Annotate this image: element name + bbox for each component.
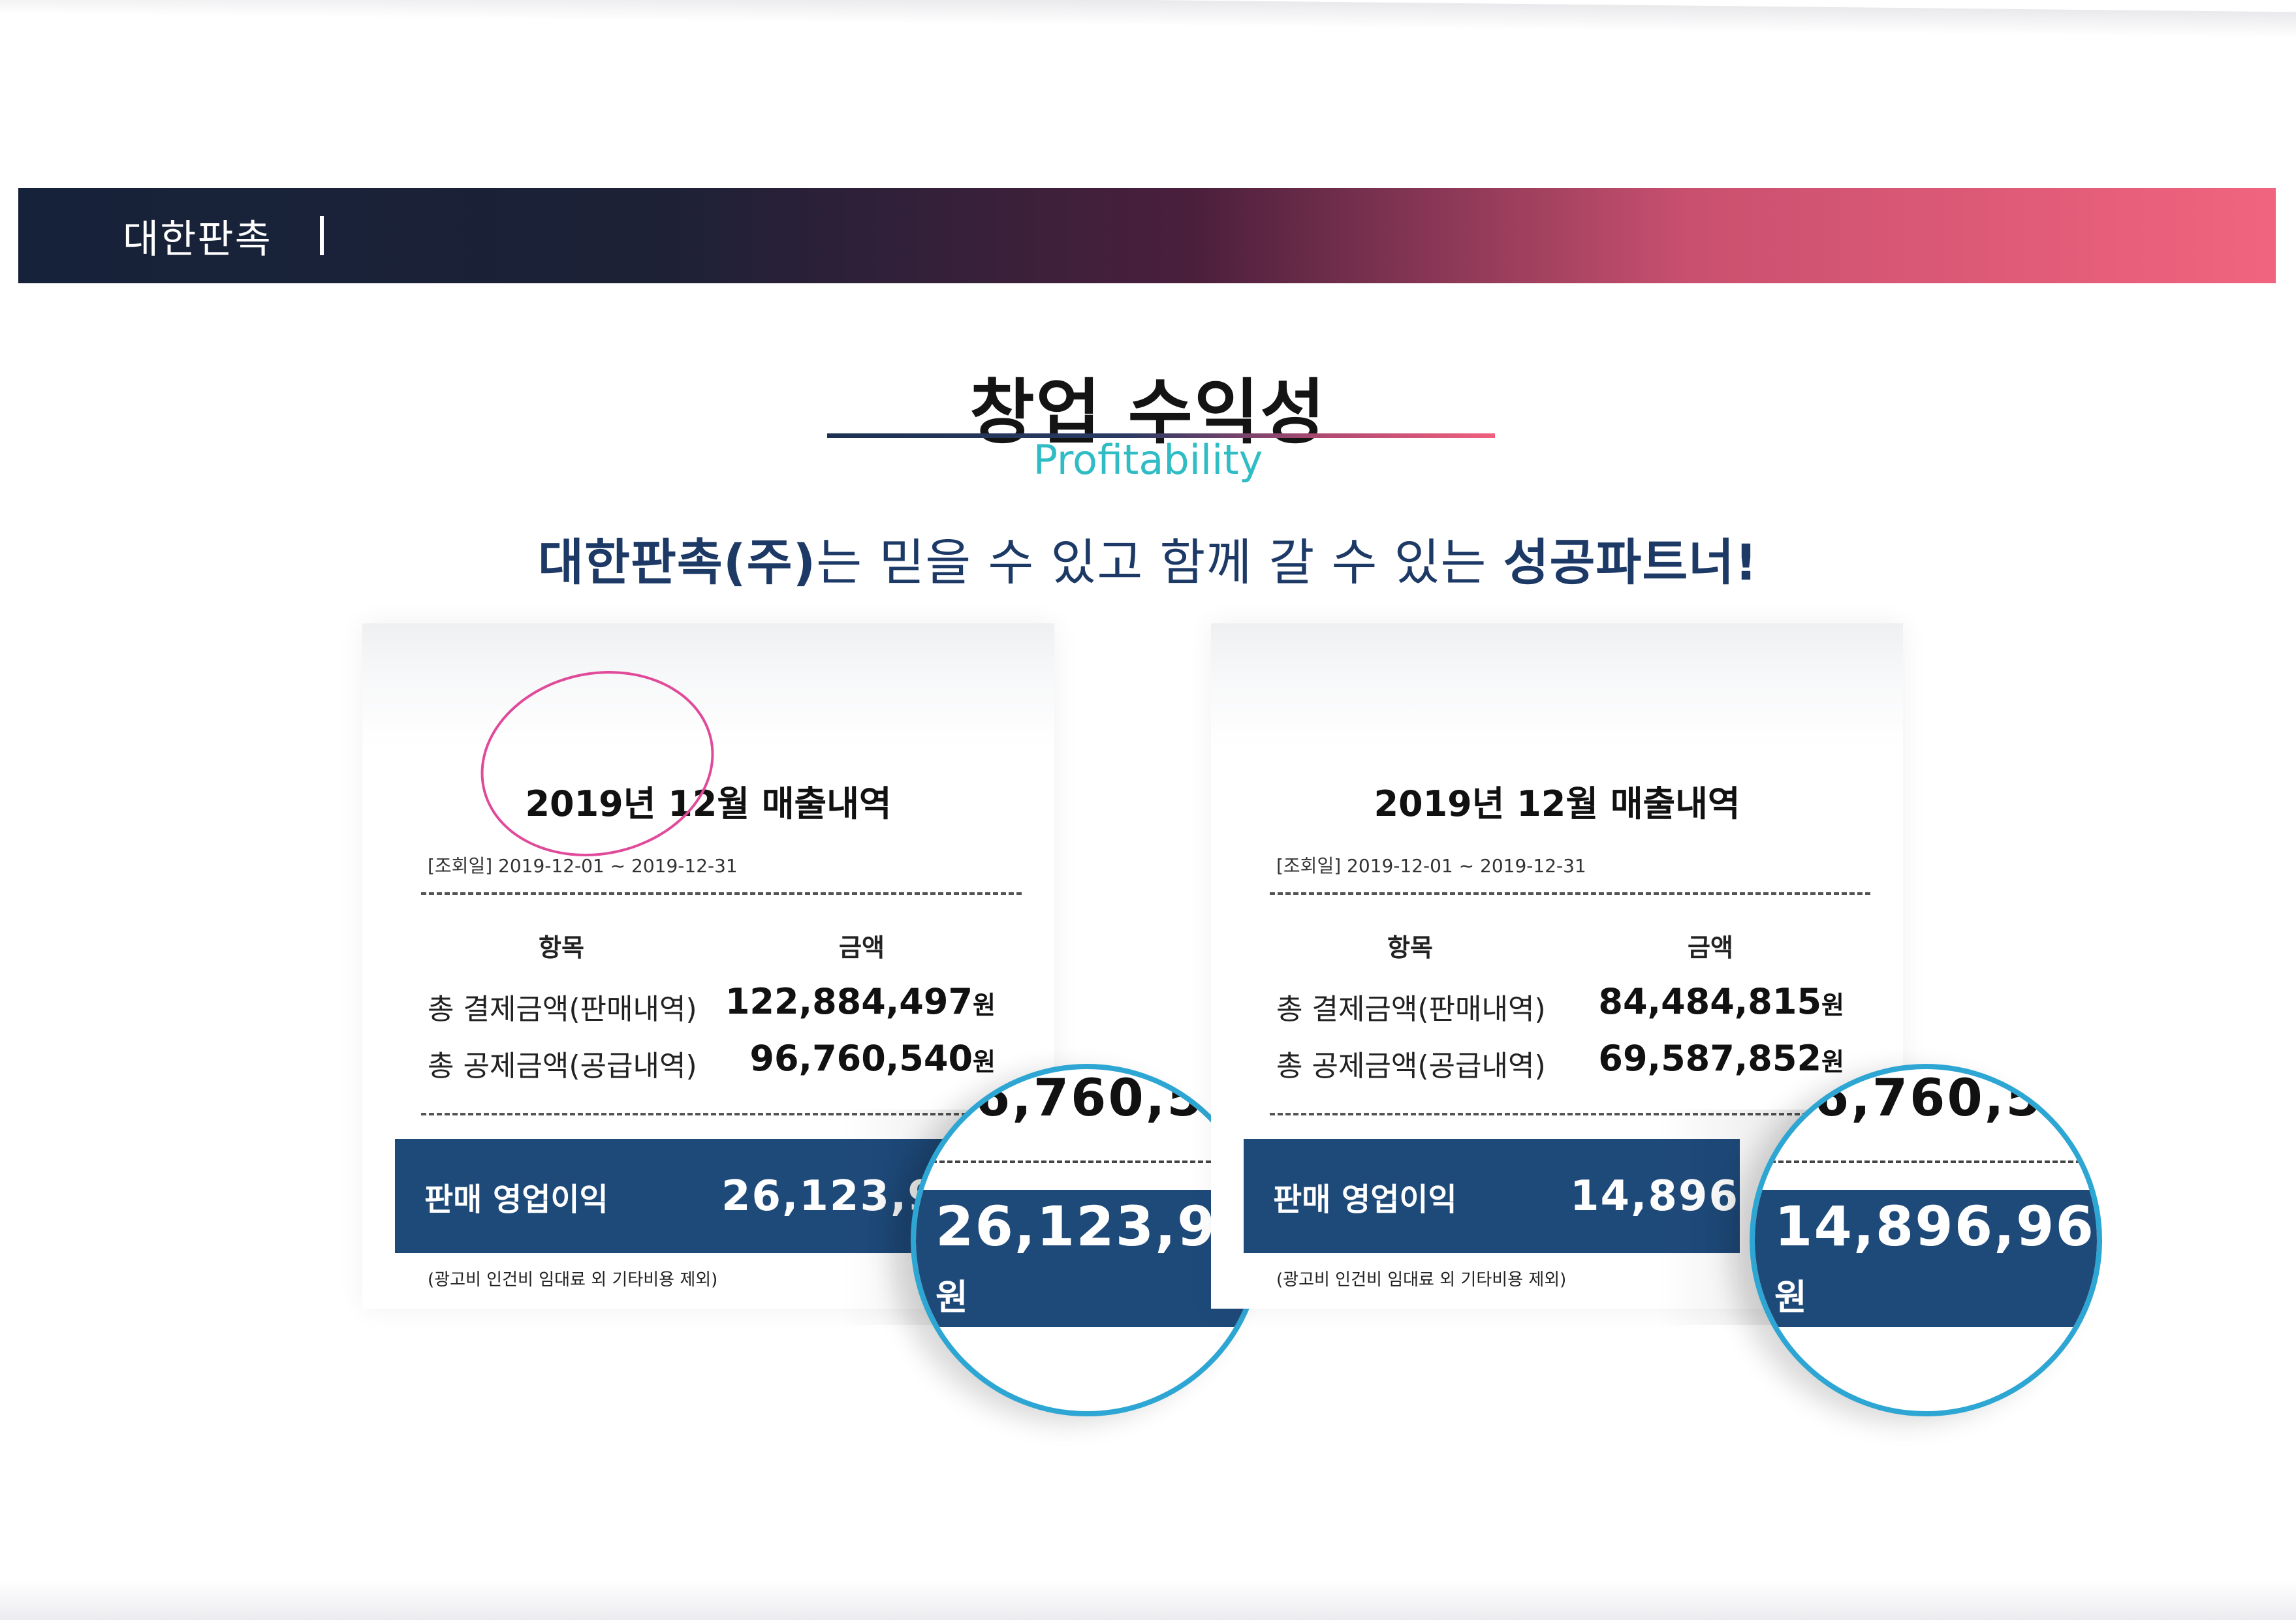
- row-label-total-payment: 총 결제금액(판매내역): [1276, 993, 1546, 1026]
- header-band: 대한판촉: [18, 188, 2276, 283]
- row-value-total-payment: 122,884,497원: [725, 981, 996, 1022]
- magnified-profit-value: 14,896,963원: [1774, 1194, 2102, 1318]
- profit-label: 판매 영업이익: [1273, 1181, 1457, 1218]
- profit-value-partial: 14,896,9: [1570, 1139, 1787, 1253]
- row-value-total-deduction: 96,760,540원: [749, 1038, 996, 1079]
- column-header-item: 항목: [1387, 933, 1433, 962]
- title-underline: [827, 433, 1495, 438]
- magnifier-2: 6,760,5 14,896,963원: [1750, 1064, 2102, 1416]
- receipt-note: (광고비 인건비 임대료 외 기타비용 제외): [1276, 1270, 1567, 1290]
- dashed-divider: [1270, 892, 1870, 895]
- receipt-title: 2019년 12월 매출내역: [525, 783, 892, 824]
- row-label-total-payment: 총 결제금액(판매내역): [428, 993, 697, 1026]
- magnified-profit-value: 26,123,957원: [936, 1194, 1263, 1318]
- column-header-amount: 금액: [839, 933, 885, 962]
- page-edge-bottom: [0, 1580, 2296, 1620]
- profit-bar: 판매 영업이익 14,896,9: [1244, 1139, 1785, 1253]
- tagline-middle: 는 믿을 수 있고 함께 갈 수 있는: [816, 533, 1503, 591]
- tagline-company: 대한판촉(주): [538, 533, 817, 591]
- magnified-profit-bar: 14,896,963원: [1755, 1190, 2097, 1327]
- page-title: 창업 수익성: [969, 372, 1327, 454]
- receipt-date-range: [조회일] 2019-12-01 ~ 2019-12-31: [1276, 855, 1586, 877]
- dashed-divider: [421, 892, 1022, 895]
- row-value-total-deduction: 69,587,852원: [1598, 1038, 1844, 1079]
- row-label-total-deduction: 총 공제금액(공급내역): [1276, 1050, 1546, 1083]
- profit-value-partial: 26,123,9: [721, 1172, 938, 1221]
- column-header-item: 항목: [539, 933, 584, 962]
- column-header-amount: 금액: [1688, 933, 1733, 962]
- magnified-dashed-divider: [1755, 1160, 2097, 1163]
- magnified-deduction-value: 6,760,5: [1814, 1069, 2043, 1128]
- magnifier-1: 6,760,5 26,123,957원: [911, 1064, 1263, 1416]
- receipt-note: (광고비 인건비 임대료 외 기타비용 제외): [428, 1270, 718, 1290]
- tagline: 대한판촉(주)는 믿을 수 있고 함께 갈 수 있는 성공파트너!: [0, 522, 2296, 594]
- receipt-title: 2019년 12월 매출내역: [1374, 783, 1740, 824]
- dashed-divider: [1270, 1113, 1870, 1115]
- magnified-deduction-value: 6,760,5: [975, 1069, 1204, 1128]
- page-edge-top: [0, 0, 2296, 39]
- dashed-divider: [421, 1113, 1022, 1115]
- brand-name: 대한판촉: [123, 216, 272, 262]
- magnified-profit-bar: 26,123,957원: [916, 1190, 1258, 1327]
- tagline-emphasis: 성공파트너!: [1503, 533, 1758, 591]
- row-value-total-payment: 84,484,815원: [1598, 981, 1844, 1022]
- brand-divider: [320, 216, 324, 255]
- receipt-date-range: [조회일] 2019-12-01 ~ 2019-12-31: [428, 855, 738, 877]
- row-label-total-deduction: 총 공제금액(공급내역): [428, 1050, 697, 1083]
- profit-label: 판매 영업이익: [424, 1181, 608, 1218]
- page-subtitle: Profitability: [1033, 436, 1263, 484]
- magnified-dashed-divider: [916, 1160, 1258, 1163]
